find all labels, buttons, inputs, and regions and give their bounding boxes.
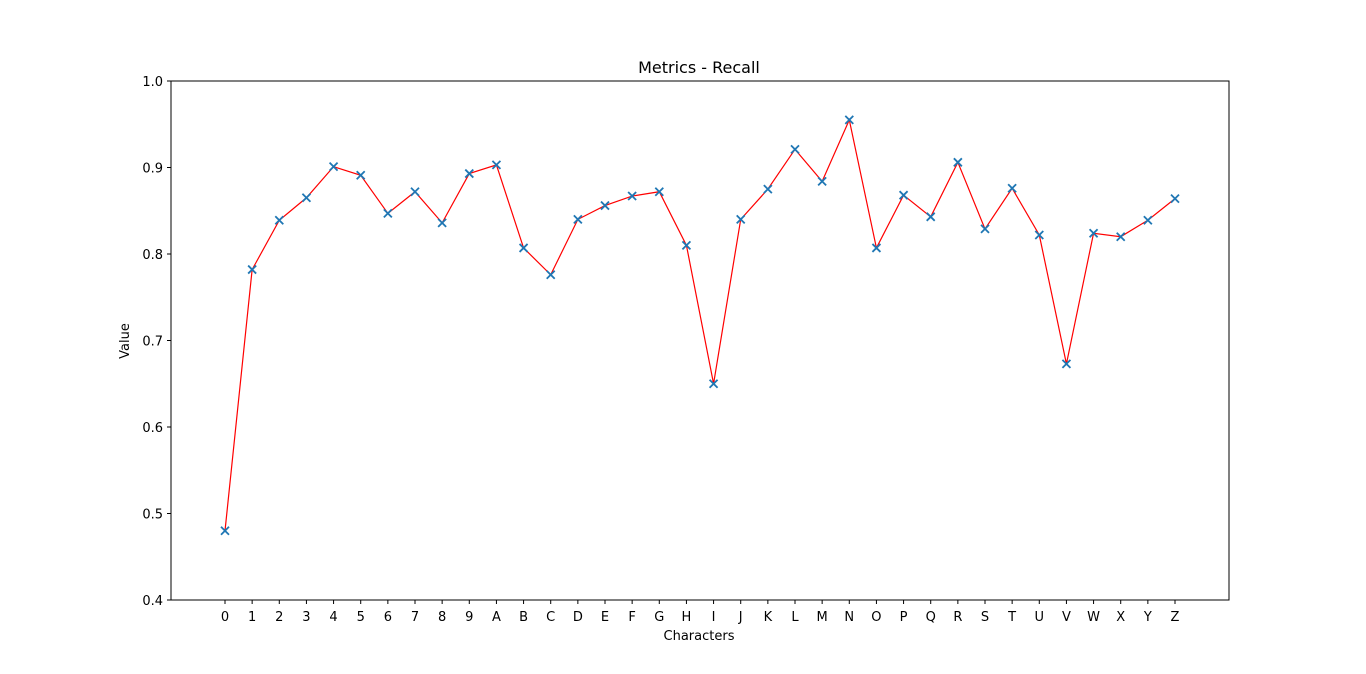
x-tick-label: Q [926,610,936,625]
y-tick-label: 0.8 [142,248,163,263]
data-point [654,187,664,197]
x-tick-label: 5 [357,610,365,625]
data-point [1170,194,1180,204]
data-point [980,224,990,234]
x-tick-label: T [1007,610,1016,625]
data-point [518,243,529,253]
x-tick-label: Z [1171,610,1180,625]
x-axis: 0 1 2 3 4 5 6 7 8 9 A B C D E F G H I J K L M N O P Q R S T U V W X Y Z [221,600,1180,625]
data-point [301,193,312,203]
x-tick-label: M [817,610,828,625]
x-tick-label: I [712,610,716,625]
x-tick-label: 2 [275,610,283,625]
y-tick-label: 0.4 [142,594,163,609]
recall-series [220,115,1180,536]
data-point [220,526,230,536]
data-point [790,144,800,154]
y-axis-label: Value [118,323,133,359]
data-point [681,240,692,250]
x-tick-label: 7 [411,610,419,625]
data-point [1007,183,1017,193]
data-point [817,176,827,186]
x-tick-label: S [981,610,989,625]
x-tick-label: A [492,610,501,625]
x-tick-label: 1 [248,610,256,625]
y-tick-label: 0.5 [142,508,163,523]
x-tick-label: X [1116,610,1125,625]
x-tick-label: K [764,610,773,625]
chart-title: Metrics - Recall [638,58,760,77]
x-tick-label: 0 [221,610,229,625]
x-axis-label: Characters [664,629,735,644]
x-tick-label: G [654,610,664,625]
y-tick-label: 0.7 [142,335,163,350]
x-tick-label: R [953,610,962,625]
data-point [736,214,746,225]
x-tick-label: 9 [465,610,473,625]
x-tick-label: O [871,610,881,625]
data-point [926,212,936,222]
x-tick-label: H [682,610,692,625]
data-point [1034,230,1044,240]
data-point [871,243,882,253]
data-point [953,157,963,167]
series-line [224,117,1176,531]
plot-frame [170,80,1230,601]
data-point [356,170,366,180]
data-point [573,214,583,225]
x-tick-label: B [519,610,528,625]
x-tick-label: L [791,610,799,625]
data-point [464,168,474,179]
x-tick-label: P [900,610,908,625]
data-point [274,215,284,225]
x-tick-label: E [601,610,609,625]
data-point [708,379,719,389]
x-tick-label: U [1035,610,1045,625]
x-tick-label: N [844,610,854,625]
x-tick-label: 6 [384,610,392,625]
x-tick-label: W [1087,610,1100,625]
y-tick-label: 0.6 [142,421,163,436]
data-point [247,264,257,275]
data-point [491,160,502,170]
y-tick-label: 0.9 [142,162,163,177]
x-tick-label: D [573,610,583,625]
data-point [1061,359,1072,369]
data-point [383,208,393,218]
data-point [844,115,854,125]
x-tick-label: C [546,610,555,625]
x-tick-label: Y [1143,610,1152,625]
x-tick-label: J [738,610,743,625]
data-point [1116,232,1126,242]
x-tick-label: 4 [329,610,337,625]
x-tick-label: V [1062,610,1071,625]
x-tick-label: 8 [438,610,446,625]
x-tick-label: 3 [302,610,310,625]
data-point [898,190,909,200]
data-point [410,187,420,197]
data-point [1143,215,1153,225]
y-axis: 0.4 0.5 0.6 0.7 0.8 0.9 1.0 [142,75,171,609]
data-point [763,184,773,194]
data-point [1088,228,1099,238]
data-point [627,191,637,201]
data-point [328,161,339,172]
data-point [437,218,447,228]
data-point [546,270,556,280]
y-tick-label: 1.0 [142,75,163,90]
x-tick-label: F [628,610,635,625]
data-point [600,200,610,211]
